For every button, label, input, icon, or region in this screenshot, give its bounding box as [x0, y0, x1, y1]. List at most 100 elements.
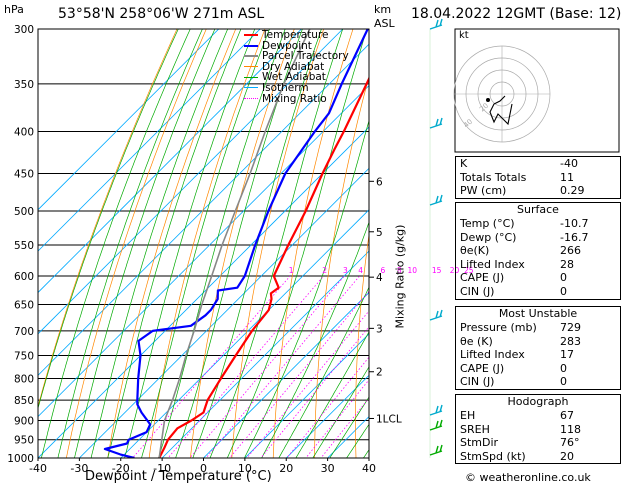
hodo-row-eh: EH 67: [460, 409, 574, 422]
hodograph-table: Hodograph EH 67 SREH 118 StmDir 76° StmSpd …: [455, 394, 621, 465]
isotherm-line: [38, 126, 369, 458]
mixing-ratio-label: 8: [397, 266, 402, 275]
wind-barb-icon: [429, 18, 443, 30]
isotherm-line: [38, 43, 369, 376]
legend-swatch: [244, 34, 258, 36]
isotherm-line: [38, 29, 344, 335]
isotherm-line: [38, 29, 303, 294]
mu-row-cape: CAPE (J) 0: [460, 361, 567, 375]
km-tick-label: 3: [376, 323, 383, 335]
wind-barb-icon: [429, 309, 443, 321]
isotherm-line: [161, 250, 369, 458]
surface-row-cape: CAPE (J) 0: [460, 271, 567, 285]
mixing-ratio-label: 10: [407, 266, 417, 275]
hodograph-table-title: Hodograph: [507, 395, 569, 408]
isotherm-line: [202, 291, 369, 458]
dry-adiabat-line: [231, 29, 325, 458]
isotherm-line: [120, 209, 369, 458]
surface-row-temp: Temp (°C) -10.7: [460, 217, 589, 230]
most-unstable-title: Most Unstable: [498, 307, 578, 320]
wet-adiabat-line: [261, 221, 369, 458]
wet-adiabat-line: [90, 29, 229, 458]
pressure-tick-label: 1000: [7, 453, 34, 465]
legend-swatch: [244, 55, 258, 58]
isotherm-line: [38, 29, 220, 211]
pressure-tick-label: 850: [14, 395, 34, 407]
hodograph-trace: [489, 95, 513, 126]
indices-table: K -40 Totals Totals 11 PW (cm) 0.29: [455, 156, 621, 199]
legend-swatch: [244, 98, 258, 100]
mu-row-thetae: θe (K) 283: [460, 334, 581, 348]
hodograph-unit-label: kt: [459, 30, 469, 41]
wet-adiabat-line: [295, 331, 369, 458]
mixing-ratio-line: [305, 379, 369, 458]
chart-lines: [38, 29, 369, 458]
right-axes-and-barbs: 6 5 4 3 2 1LCL: [369, 18, 443, 458]
most-unstable-table: Most Unstable Pressure (mb) 729 θe (K) 283…: [455, 306, 621, 390]
mixing-ratio-label: 6: [380, 266, 385, 275]
surface-row-li: Lifted Index 28: [460, 257, 574, 271]
wet-adiabat-line: [175, 29, 303, 458]
x-axis-title: Dewpoint / Temperature (°C): [85, 469, 272, 484]
series-line-parcel-trajectory: [158, 29, 311, 458]
km-tick-label: 5: [376, 227, 383, 239]
x-tick-label: -10: [153, 462, 171, 475]
legend-swatch: [244, 76, 258, 78]
hodograph-ring-label: 20: [478, 102, 490, 114]
mu-row-cin: CIN (J) 0: [460, 375, 567, 389]
legend: Temperature Dewpoint Parcel Trajectory D…: [244, 30, 349, 104]
km-tick-label: 4: [376, 272, 383, 284]
location-title: 53°58'N 258°06'W 271m ASL: [58, 6, 265, 22]
x-tick-label: 0: [200, 462, 207, 475]
legend-item-parcel: Parcel Trajectory: [244, 51, 349, 62]
asl-label: ASL: [374, 17, 395, 30]
pressure-tick-label: 950: [14, 435, 34, 447]
mixing-ratio-axis-title: Mixing Ratio (g/kg): [393, 224, 407, 329]
dry-adiabat-line: [148, 29, 266, 458]
mu-row-pressure: Pressure (mb) 729: [460, 321, 581, 334]
isotherm-line: [285, 374, 369, 458]
wet-adiabat-line: [38, 29, 179, 410]
storm-motion-marker: [486, 98, 490, 102]
hpa-label: hPa: [4, 3, 24, 16]
km-tick-label: 2: [376, 367, 383, 379]
wet-adiabat-line: [57, 29, 203, 458]
isotherm-line: [38, 29, 261, 252]
wet-adiabat-line: [312, 366, 369, 458]
mixing-ratio-line: [286, 356, 369, 458]
mixing-ratio-line: [189, 275, 345, 458]
mixing-ratio-line: [205, 275, 360, 458]
pressure-tick-label: 650: [14, 300, 34, 312]
pressure-tick-label: 900: [14, 415, 34, 427]
km-tick-label: 1LCL: [376, 413, 402, 425]
series-line-temperature: [158, 76, 369, 458]
wind-barb-icon: [429, 444, 443, 456]
legend-swatch: [244, 66, 258, 68]
x-tick-label: 10: [238, 462, 252, 475]
x-tick-label: -40: [29, 462, 47, 475]
mixing-ratio-label: 20: [450, 266, 460, 275]
x-tick-label: 40: [362, 462, 376, 475]
pressure-tick-label: 700: [14, 326, 34, 338]
x-tick-label: 30: [321, 462, 335, 475]
x-tick-label: 20: [279, 462, 293, 475]
wet-adiabat-line: [244, 119, 369, 458]
legend-item-wet-adiabat: Wet Adiabat: [244, 72, 349, 83]
isotherm-line: [38, 85, 369, 418]
pressure-tick-label: 500: [14, 206, 34, 218]
wet-adiabat-line: [107, 29, 242, 458]
pressure-tick-label: 750: [14, 350, 34, 362]
wind-barb-icon: [429, 194, 443, 206]
legend-item-dewpoint: Dewpoint: [244, 40, 349, 52]
wet-adiabat-line: [346, 423, 369, 458]
datetime-title: 18.04.2022 12GMT (Base: 12): [411, 6, 622, 22]
wet-adiabat-line: [74, 29, 216, 458]
hodo-row-stmspd: StmSpd (kt) 20: [460, 449, 574, 463]
x-tick-label: -20: [112, 462, 130, 475]
mixing-ratio-label: 3: [343, 266, 348, 275]
surface-row-cin: CIN (J) 0: [460, 284, 567, 298]
x-tick-label: -30: [70, 462, 88, 475]
wet-adiabat-line: [329, 396, 369, 458]
index-row-k: K -40: [460, 157, 578, 170]
